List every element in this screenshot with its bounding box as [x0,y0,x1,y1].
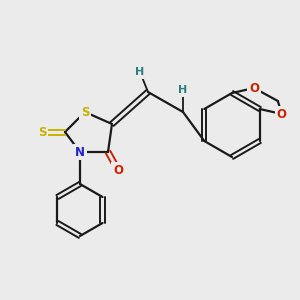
Text: N: N [75,146,85,158]
Text: O: O [249,82,259,94]
Text: S: S [81,106,89,118]
Text: H: H [135,67,145,77]
Text: O: O [113,164,123,176]
Text: H: H [178,85,188,95]
Text: S: S [38,125,46,139]
Text: O: O [277,107,287,121]
